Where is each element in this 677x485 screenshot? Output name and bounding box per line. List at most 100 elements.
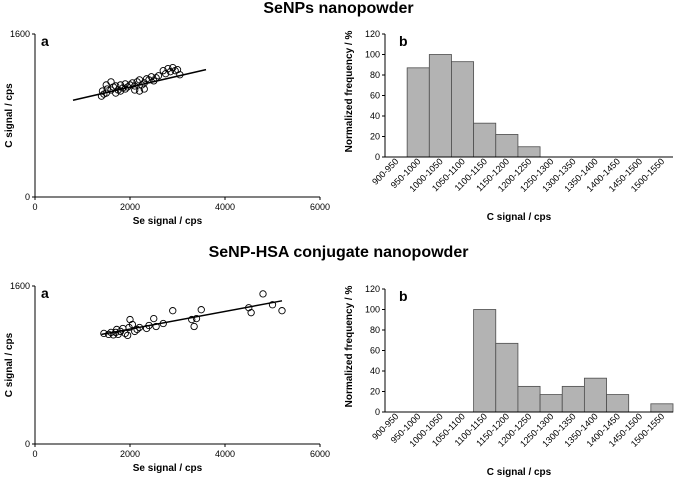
histogram-bar — [473, 309, 497, 413]
x-axis-title: C signal / cps — [487, 212, 552, 223]
data-point — [100, 329, 108, 338]
data-point — [176, 71, 184, 79]
x-tick-label: 4000 — [215, 449, 235, 459]
histogram-bar — [606, 394, 630, 413]
data-point — [188, 315, 196, 324]
y-axis-title: Normalized frequency / % — [344, 31, 355, 153]
x-tick-label: 2000 — [120, 449, 140, 459]
data-point — [169, 307, 177, 315]
histogram-conjugate: 020406080100120900-950950-10001000-10501… — [344, 284, 674, 478]
histogram-bar — [517, 146, 541, 158]
data-point — [278, 307, 286, 315]
section-title-conjugate: SeNP-HSA conjugate nanopowder — [208, 244, 469, 261]
data-point — [104, 330, 113, 339]
data-point — [131, 82, 139, 90]
data-point — [197, 306, 205, 314]
histogram-bar — [539, 394, 563, 413]
data-point — [109, 331, 118, 339]
x-tick-label: 0 — [32, 449, 37, 459]
histogram-bar — [650, 403, 674, 413]
x-axis-title: Se signal / cps — [133, 216, 203, 227]
data-point — [192, 314, 201, 323]
panel-label: a — [41, 33, 49, 49]
y-tick-label: 100 — [365, 50, 380, 60]
y-tick-label: 20 — [370, 387, 380, 397]
data-point — [133, 325, 141, 334]
y-tick-label: 100 — [365, 305, 380, 315]
data-point — [112, 82, 120, 90]
data-point — [166, 68, 175, 76]
histogram-bar — [495, 342, 519, 413]
data-point — [123, 83, 132, 91]
y-tick-label: 120 — [365, 284, 380, 294]
y-tick-label: 0 — [375, 407, 380, 417]
data-point — [247, 309, 255, 317]
data-point — [150, 314, 158, 323]
data-point — [152, 74, 160, 82]
data-point — [154, 72, 163, 80]
histogram-bar — [583, 377, 607, 413]
x-tick-label: 4000 — [215, 202, 235, 212]
y-tick-label: 60 — [370, 346, 380, 356]
section-title-senps: SeNPs nanopowder — [263, 0, 414, 17]
histogram-bar — [428, 54, 452, 158]
data-point — [102, 81, 110, 89]
histogram-bar — [517, 385, 541, 413]
histogram-bar — [495, 134, 519, 158]
data-point — [135, 323, 144, 332]
histogram-bar — [451, 61, 475, 158]
x-tick-label: 0 — [32, 202, 37, 212]
y-tick-label: 0 — [25, 192, 30, 202]
y-tick-label: 60 — [370, 91, 380, 101]
data-point — [98, 87, 107, 95]
data-point — [159, 319, 167, 328]
data-point — [131, 86, 139, 94]
data-point — [147, 73, 156, 81]
trendline — [72, 68, 207, 101]
y-tick-label: 1600 — [10, 281, 30, 291]
data-point — [121, 85, 129, 93]
y-tick-label: 20 — [370, 132, 380, 142]
y-axis-title: Normalized frequency / % — [344, 286, 355, 408]
y-tick-label: 0 — [375, 152, 380, 162]
data-point — [190, 322, 198, 331]
y-tick-label: 0 — [25, 439, 30, 449]
y-tick-label: 80 — [370, 70, 380, 80]
histogram-bar — [406, 67, 430, 158]
data-point — [123, 331, 132, 340]
data-point — [128, 320, 137, 329]
data-point — [107, 78, 115, 86]
data-point — [116, 87, 125, 95]
y-tick-label: 120 — [365, 29, 380, 39]
histogram-senps: 020406080100120900-950950-10001000-10501… — [344, 29, 673, 223]
y-tick-label: 1600 — [10, 29, 30, 39]
data-point — [131, 327, 139, 336]
data-point — [140, 85, 148, 93]
data-point — [259, 290, 267, 298]
data-point — [152, 322, 160, 331]
data-point — [112, 328, 120, 337]
data-point — [126, 81, 134, 89]
x-axis-title: Se signal / cps — [133, 463, 203, 474]
scatter-chart-senps: 0 2000 4000 6000 0 1600 Se signal / cps C signa… — [4, 29, 330, 227]
y-tick-label: 80 — [370, 325, 380, 335]
x-tick-label: 2000 — [120, 202, 140, 212]
data-point — [107, 328, 115, 337]
data-point — [145, 321, 153, 330]
data-point — [121, 329, 129, 338]
x-tick-label: 6000 — [310, 449, 330, 459]
panel-label: b — [399, 288, 408, 304]
scatter-chart-conjugate: 0 2000 4000 6000 0 1600 Se signal / cps C signa… — [4, 281, 330, 474]
y-axis-title: C signal / cps — [4, 332, 15, 397]
histogram-bar — [561, 385, 585, 413]
panel-label: a — [41, 285, 49, 301]
y-tick-label: 40 — [370, 111, 380, 121]
x-tick-label: 6000 — [310, 202, 330, 212]
y-axis-title: C signal / cps — [4, 83, 15, 148]
y-tick-label: 40 — [370, 366, 380, 376]
x-axis-title: C signal / cps — [487, 467, 552, 478]
data-point — [268, 301, 277, 309]
data-point — [135, 87, 144, 95]
panel-label: b — [399, 33, 408, 49]
data-point — [138, 81, 146, 89]
